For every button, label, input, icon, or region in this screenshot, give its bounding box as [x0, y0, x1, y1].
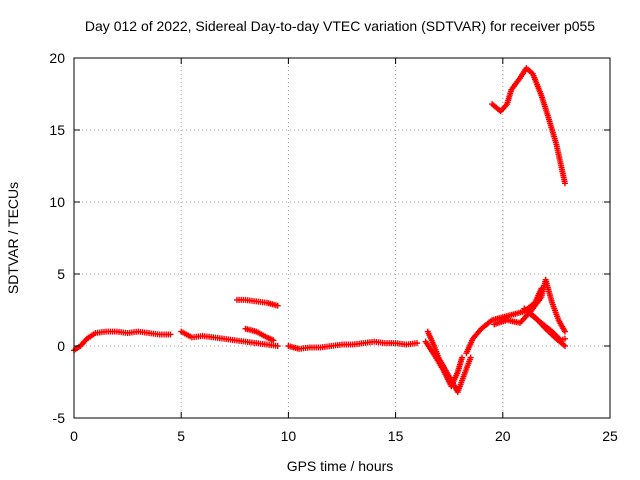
series-tail-22-23: [527, 311, 568, 344]
x-tick-label: 15: [388, 428, 404, 444]
data-point: [561, 343, 568, 349]
data-point: [459, 354, 466, 361]
y-tick-label: 0: [57, 338, 65, 354]
series-dip-branch-2: [422, 338, 466, 390]
y-tick-label: 15: [49, 122, 65, 138]
series-loop-20-23: [491, 276, 568, 335]
series-high-arc-19.5-23: [489, 65, 568, 187]
y-axis-label: SDTVAR / TECUs: [5, 182, 21, 294]
grid: [74, 58, 610, 418]
y-tick-label: 10: [49, 194, 65, 210]
series-upper-segment-7.5-9.5: [233, 296, 281, 309]
data-point: [561, 180, 568, 187]
data-point: [467, 354, 474, 361]
x-tick-label: 10: [281, 428, 297, 444]
x-tick-label: 20: [495, 428, 511, 444]
y-tick-label: -5: [53, 410, 66, 426]
x-axis-label: GPS time / hours: [287, 458, 394, 474]
data-point: [414, 340, 421, 347]
data-point: [274, 343, 281, 349]
x-tick-label: 0: [70, 428, 78, 444]
series-short-arc-8-9.5: [242, 325, 277, 344]
series-segment-10-16: [285, 338, 421, 352]
series-rise-18-22: [463, 285, 545, 357]
data-point: [167, 331, 174, 338]
data-series: [71, 65, 568, 396]
x-tick-label: 25: [602, 428, 618, 444]
data-point: [270, 337, 277, 344]
chart-title: Day 012 of 2022, Sidereal Day-to-day VTE…: [85, 18, 595, 34]
x-tick-label: 5: [177, 428, 185, 444]
y-tick-label: 20: [49, 50, 65, 66]
series-segment-5-10: [178, 328, 281, 349]
data-point: [561, 328, 568, 335]
data-point: [274, 302, 281, 309]
plot-frame: [73, 57, 611, 419]
y-tick-label: 5: [57, 266, 65, 282]
data-point: [561, 335, 568, 342]
series-main-track: [71, 328, 174, 354]
